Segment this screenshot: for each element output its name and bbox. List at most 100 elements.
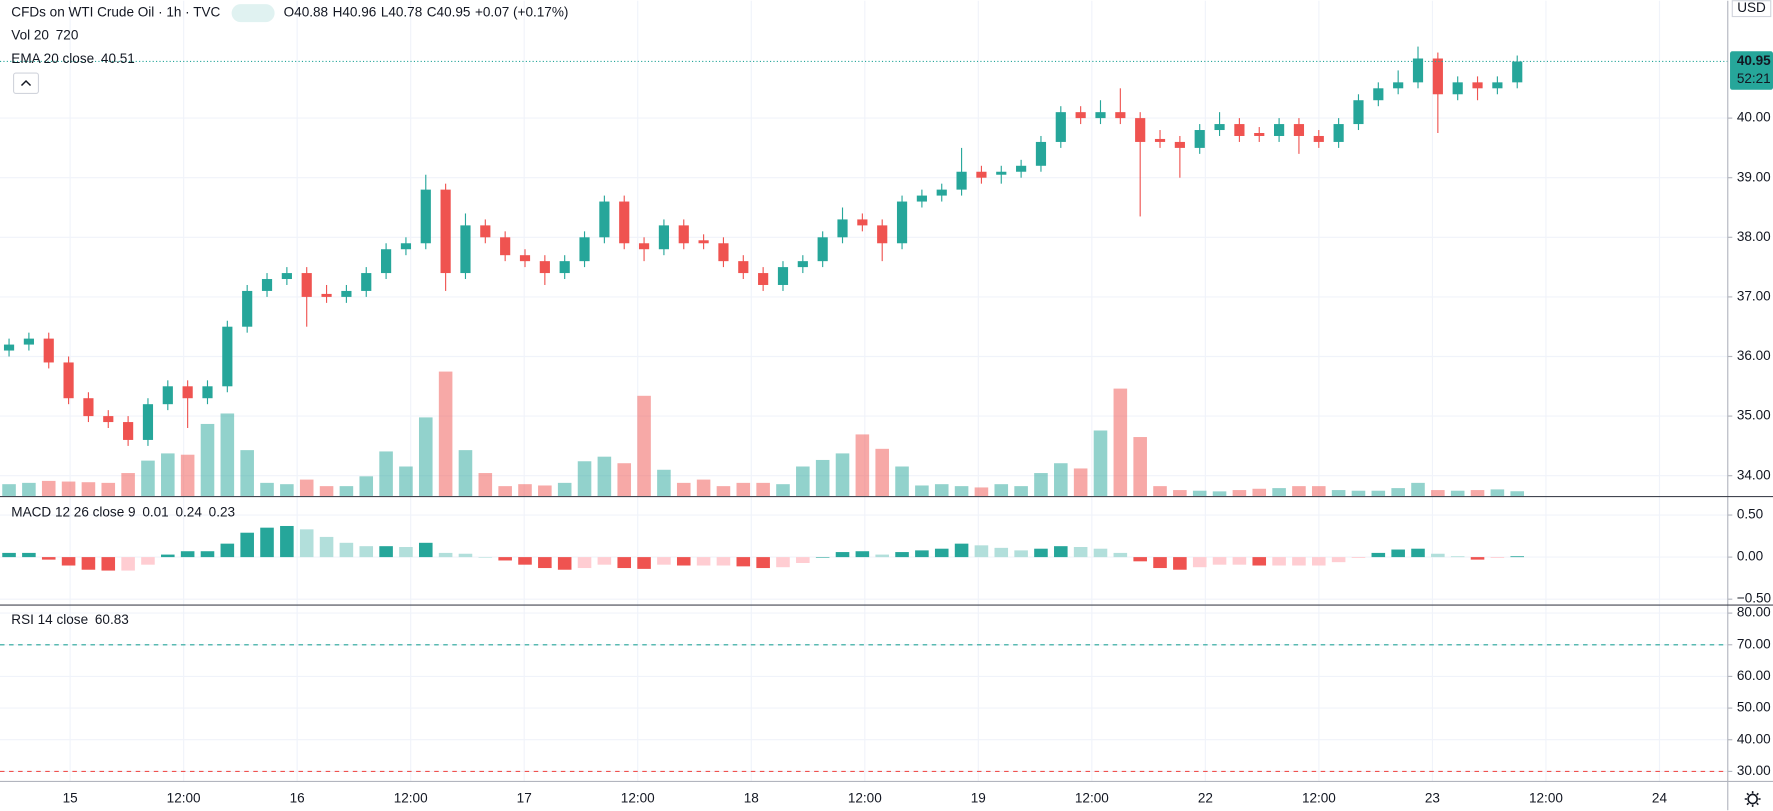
y-tick-label: 37.00 bbox=[1737, 288, 1771, 303]
y-tick-label: 35.00 bbox=[1737, 408, 1771, 423]
macd-histogram-bar bbox=[161, 554, 175, 558]
y-tick-label: 0.50 bbox=[1737, 507, 1763, 522]
macd-histogram-bar bbox=[1371, 552, 1386, 558]
volume-bar bbox=[379, 451, 393, 496]
volume-bar bbox=[240, 450, 254, 496]
volume-bar bbox=[61, 481, 76, 496]
macd-histogram-bar bbox=[994, 547, 1009, 558]
macd-histogram-bar bbox=[577, 557, 592, 569]
macd-histogram-bar bbox=[934, 548, 949, 558]
volume-bar bbox=[1014, 486, 1028, 496]
macd-histogram-bar bbox=[22, 552, 36, 558]
ohlc-label: C40.95 bbox=[427, 5, 471, 20]
collapse-button-box[interactable] bbox=[13, 72, 40, 94]
y-tick-label: −0.50 bbox=[1737, 591, 1771, 606]
collapse-icon[interactable] bbox=[20, 79, 32, 87]
x-tick-label: 12:00 bbox=[1529, 791, 1563, 806]
candle-body bbox=[1095, 112, 1106, 119]
volume-bar bbox=[1133, 437, 1147, 496]
candle-body bbox=[718, 243, 729, 262]
candle-body bbox=[539, 261, 550, 274]
macd-histogram-bar bbox=[1192, 557, 1207, 568]
candle-body bbox=[1313, 135, 1324, 142]
macd-histogram-bar bbox=[1153, 557, 1167, 569]
y-tick-label: 0.00 bbox=[1737, 549, 1763, 564]
candle-body bbox=[222, 326, 233, 387]
candle-body bbox=[460, 225, 471, 274]
volume-bar bbox=[260, 482, 274, 496]
volume-bar bbox=[1093, 430, 1108, 496]
candle-body bbox=[619, 201, 630, 244]
candle-body bbox=[956, 171, 967, 190]
candle-body bbox=[996, 171, 1007, 175]
candle-body bbox=[519, 255, 531, 262]
volume-bar bbox=[359, 476, 374, 496]
candle-body bbox=[857, 219, 868, 226]
candle-body bbox=[1333, 124, 1344, 142]
macd-histogram-bar bbox=[1133, 557, 1147, 562]
volume-bar bbox=[597, 456, 612, 496]
candle-body bbox=[1055, 112, 1066, 142]
volume-bar bbox=[2, 484, 16, 496]
candle-body bbox=[1373, 88, 1384, 101]
macd-histogram-bar bbox=[796, 557, 810, 563]
macd-histogram-bar bbox=[319, 536, 334, 558]
macd-histogram-bar bbox=[1510, 556, 1525, 558]
y-tick-label: 80.00 bbox=[1737, 605, 1771, 620]
volume-bar bbox=[1073, 468, 1088, 496]
candle-body bbox=[877, 225, 888, 244]
volume-bar bbox=[399, 466, 413, 496]
candle-body bbox=[916, 195, 927, 202]
candle-body bbox=[381, 249, 392, 274]
volume-bar bbox=[339, 486, 354, 496]
collapse-button[interactable] bbox=[13, 72, 40, 94]
settings-button[interactable] bbox=[1744, 791, 1761, 807]
candle-body bbox=[123, 422, 134, 440]
macd-histogram-bar bbox=[280, 525, 294, 558]
macd-histogram-bar bbox=[260, 527, 274, 558]
macd-histogram-bar bbox=[597, 557, 612, 565]
y-tick-label: 30.00 bbox=[1737, 763, 1771, 778]
macd-histogram-bar bbox=[855, 551, 870, 558]
candle-body bbox=[83, 398, 94, 417]
candle-body bbox=[420, 189, 431, 244]
volume-bar bbox=[1292, 486, 1306, 496]
x-tick-label: 12:00 bbox=[1075, 791, 1109, 806]
volume-bar bbox=[875, 448, 889, 496]
macd-histogram-bar bbox=[200, 551, 215, 558]
macd-histogram-bar bbox=[121, 557, 135, 571]
volume-bar bbox=[557, 482, 572, 496]
macd-histogram-bar bbox=[1431, 553, 1445, 558]
volume-bar bbox=[1431, 490, 1445, 496]
settings-icon-teeth[interactable] bbox=[1744, 791, 1761, 807]
settings-icon[interactable] bbox=[1747, 793, 1758, 805]
countdown-label: 52:21 bbox=[1737, 71, 1771, 86]
volume-bar bbox=[180, 454, 195, 496]
macd-histogram-bar bbox=[637, 557, 651, 569]
volume-bar bbox=[835, 453, 850, 496]
labels: 34.00 35.00 36.00 37.00 38.00 39.00 40.00 15 12:… bbox=[11, 0, 1773, 806]
volume-bar bbox=[617, 463, 632, 496]
candle-body bbox=[738, 261, 749, 274]
macd-histogram-bar bbox=[657, 557, 671, 565]
candle-body bbox=[1154, 138, 1166, 142]
ema-legend-value: 40.51 bbox=[101, 51, 135, 66]
volume-bar bbox=[280, 484, 294, 496]
macd-histogram-bar bbox=[1212, 557, 1227, 565]
ohlc-label: L40.78 bbox=[381, 5, 422, 20]
volume-bar bbox=[1510, 491, 1525, 496]
volume-bar bbox=[22, 482, 36, 496]
macd-histogram-bar bbox=[101, 557, 116, 571]
candle-body bbox=[321, 293, 332, 297]
ohlc-label: H40.96 bbox=[333, 5, 377, 20]
status-pill bbox=[231, 4, 275, 23]
candle-body bbox=[1115, 112, 1126, 119]
candle-body bbox=[658, 225, 670, 250]
volume-bar bbox=[855, 434, 870, 496]
volume-bar bbox=[1192, 490, 1207, 496]
volume-bar bbox=[637, 395, 651, 496]
volume-bar bbox=[1173, 490, 1187, 496]
x-tick-label: 12:00 bbox=[1302, 791, 1336, 806]
volume-bar bbox=[200, 423, 215, 496]
candle-body bbox=[281, 273, 292, 280]
